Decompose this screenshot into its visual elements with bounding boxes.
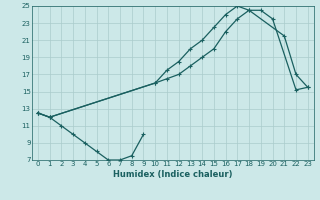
X-axis label: Humidex (Indice chaleur): Humidex (Indice chaleur) bbox=[113, 170, 233, 179]
